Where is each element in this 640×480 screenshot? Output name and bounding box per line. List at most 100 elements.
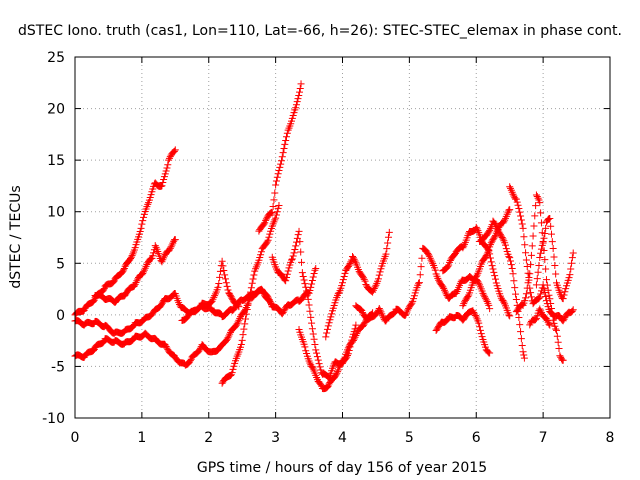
data-point — [324, 322, 332, 330]
data-point — [247, 284, 255, 292]
data-point — [289, 252, 297, 260]
data-point — [481, 253, 489, 261]
data-point — [241, 320, 249, 328]
data-point — [527, 289, 535, 297]
data-point — [224, 286, 232, 294]
data-point — [542, 224, 550, 232]
data-point — [526, 321, 534, 329]
data-point — [323, 325, 331, 333]
data-point — [513, 198, 521, 206]
data-point — [132, 279, 140, 287]
data-point — [282, 274, 290, 282]
data-point — [385, 228, 393, 236]
data-point — [272, 211, 280, 219]
data-point — [370, 285, 378, 293]
data-point — [136, 227, 144, 235]
data-point — [139, 269, 147, 277]
data-point — [323, 384, 331, 392]
data-point — [291, 246, 299, 254]
chart-title: dSTEC Iono. truth (cas1, Lon=110, Lat=-6… — [18, 23, 622, 39]
data-point — [271, 189, 279, 197]
data-point — [499, 219, 507, 227]
data-point — [340, 355, 348, 363]
data-point — [276, 163, 284, 171]
data-point — [566, 271, 574, 279]
data-point — [487, 239, 495, 247]
data-point — [161, 341, 169, 349]
data-point — [313, 353, 321, 361]
data-point — [309, 330, 317, 338]
data-point — [486, 349, 494, 357]
data-point — [274, 170, 282, 178]
data-point — [302, 283, 310, 291]
data-point — [143, 260, 151, 268]
data-point — [310, 335, 318, 343]
data-point — [263, 238, 271, 246]
data-point — [151, 242, 159, 250]
data-point — [537, 209, 545, 217]
data-point — [523, 284, 531, 292]
y-tick-label: 10 — [47, 205, 65, 221]
data-point — [356, 305, 364, 313]
data-point — [268, 209, 276, 217]
data-point — [260, 220, 268, 228]
data-point — [304, 295, 312, 303]
data-point — [167, 243, 175, 251]
data-point — [296, 238, 304, 246]
data-point — [558, 355, 566, 363]
data-point — [514, 201, 522, 209]
data-point — [238, 336, 246, 344]
data-point — [517, 328, 525, 336]
data-point — [525, 274, 533, 282]
data-point — [301, 280, 309, 288]
data-point — [298, 258, 306, 266]
data-point — [289, 111, 297, 119]
data-point — [324, 373, 332, 381]
data-point — [408, 299, 416, 307]
data-point — [415, 279, 423, 287]
data-point — [292, 242, 300, 250]
data-point — [90, 297, 98, 305]
data-point — [312, 346, 320, 354]
data-point — [252, 265, 260, 273]
data-point — [219, 262, 227, 270]
data-point — [210, 293, 218, 301]
data-point — [552, 270, 560, 278]
data-point — [326, 316, 334, 324]
data-point — [359, 309, 367, 317]
data-point — [486, 305, 494, 313]
data-point — [285, 264, 293, 272]
data-point — [144, 200, 152, 208]
data-point — [226, 371, 234, 379]
data-point — [137, 224, 145, 232]
x-tick-label: 1 — [137, 430, 146, 446]
data-point — [277, 157, 285, 165]
data-point — [220, 266, 228, 274]
data-point — [518, 342, 526, 350]
data-point — [484, 348, 492, 356]
data-point — [562, 285, 570, 293]
data-point — [510, 277, 518, 285]
data-point — [296, 85, 304, 93]
data-point — [546, 321, 554, 329]
data-point — [360, 320, 368, 328]
data-point — [306, 359, 314, 367]
data-point — [228, 369, 236, 377]
data-point — [491, 275, 499, 283]
data-point — [163, 344, 171, 352]
data-point — [543, 281, 551, 289]
data-point — [568, 307, 576, 315]
data-point — [120, 266, 128, 274]
data-point — [536, 253, 544, 261]
data-point — [262, 216, 270, 224]
data-point — [383, 245, 391, 253]
data-point — [164, 161, 172, 169]
data-point — [537, 219, 545, 227]
data-point — [482, 296, 490, 304]
data-point — [361, 277, 369, 285]
y-tick-label: 5 — [56, 256, 65, 272]
data-point — [159, 178, 167, 186]
data-point — [526, 270, 534, 278]
data-point — [515, 314, 523, 322]
